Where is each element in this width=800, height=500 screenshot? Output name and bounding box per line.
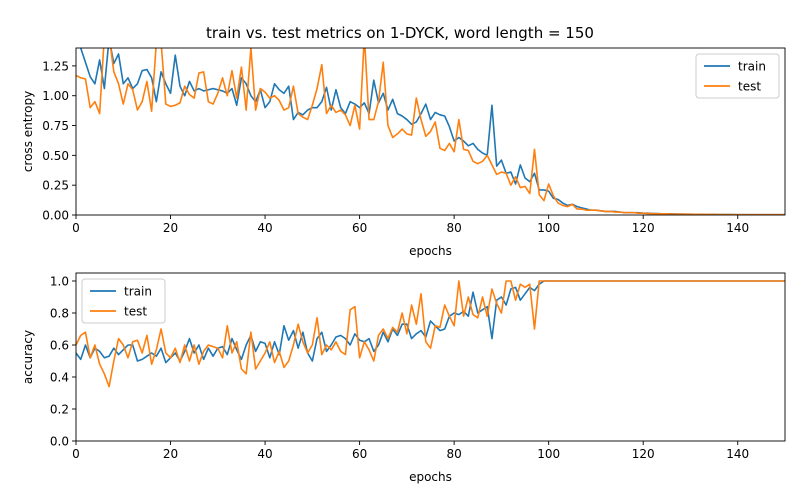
legend-label-train: train <box>738 60 766 74</box>
x-tick-label: 0 <box>72 221 80 235</box>
x-tick-label: 40 <box>257 221 272 235</box>
y-tick-label: 0.25 <box>42 179 69 193</box>
y-axis-label: accuracy <box>21 330 35 384</box>
x-tick-label: 140 <box>726 447 749 461</box>
x-tick-label: 20 <box>163 447 178 461</box>
y-tick-label: 0.00 <box>42 209 69 223</box>
x-tick-label: 100 <box>537 447 560 461</box>
x-tick-label: 100 <box>537 221 560 235</box>
figure-title: train vs. test metrics on 1-DYCK, word l… <box>206 24 594 42</box>
y-tick-label: 0.75 <box>42 119 69 133</box>
plot-frame <box>75 47 786 216</box>
test-series-line <box>76 280 785 388</box>
x-tick-label: 60 <box>352 447 367 461</box>
x-axis-label: epochs <box>409 244 452 258</box>
x-tick-label: 20 <box>163 221 178 235</box>
x-tick-label: 120 <box>632 447 655 461</box>
y-tick-label: 0.4 <box>50 371 69 385</box>
y-axis-label: cross entropy <box>21 91 35 172</box>
legend-label-train: train <box>124 285 152 299</box>
x-tick-label: 140 <box>726 221 749 235</box>
y-tick-label: 0.6 <box>50 339 69 353</box>
legend-label-test: test <box>124 305 147 319</box>
x-tick-label: 120 <box>632 221 655 235</box>
x-axis-label: epochs <box>409 470 452 484</box>
accuracy-panel: 0 20 40 60 80 100 120 140 0.0 0.2 0.4 0.6 0.8 1.0 epoc… <box>21 272 786 484</box>
x-tick-label: 0 <box>72 447 80 461</box>
test-series-line <box>76 48 785 215</box>
legend: train test <box>81 278 166 324</box>
x-tick-label: 60 <box>352 221 367 235</box>
cross-entropy-panel: 0 20 40 60 80 100 120 140 0.00 0.25 0.50 0.75 1.00 1.… <box>21 47 786 258</box>
legend: train test <box>695 53 780 99</box>
y-tick-label: 0.50 <box>42 149 69 163</box>
y-tick-label: 0.2 <box>50 403 69 417</box>
y-tick-label: 1.00 <box>42 89 69 103</box>
y-tick-label: 0.8 <box>50 307 69 321</box>
y-tick-label: 1.0 <box>50 275 69 289</box>
x-tick-label: 80 <box>446 447 461 461</box>
plot-frame <box>75 272 786 442</box>
x-tick-label: 40 <box>257 447 272 461</box>
legend-label-test: test <box>738 80 761 94</box>
x-tick-label: 80 <box>446 221 461 235</box>
y-tick-label: 0.0 <box>50 435 69 449</box>
y-tick-label: 1.25 <box>42 59 69 73</box>
